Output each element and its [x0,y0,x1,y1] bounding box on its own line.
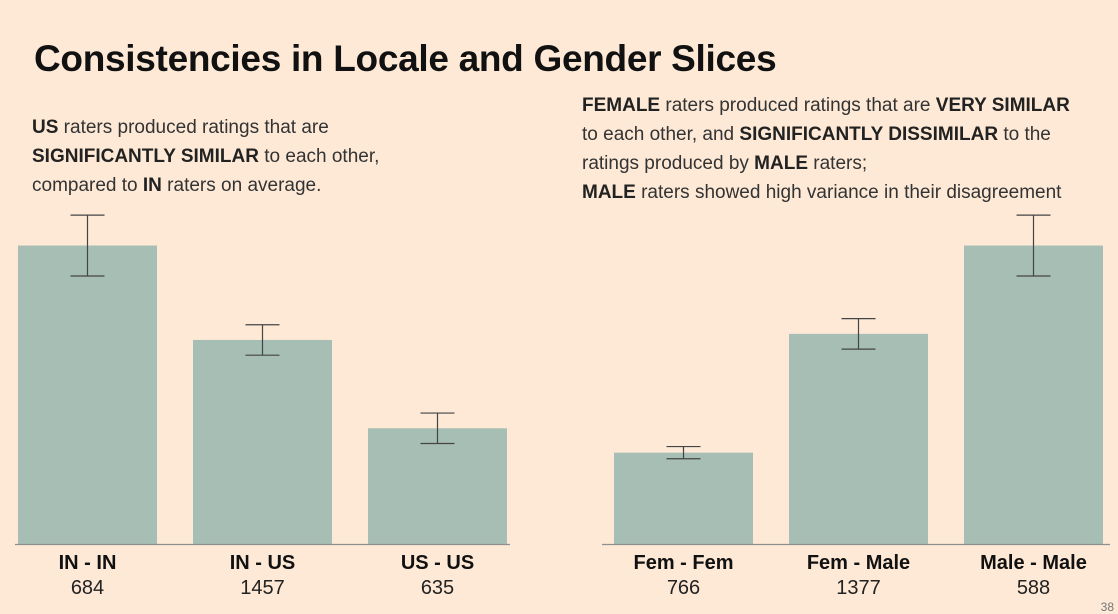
caption-text: raters produced ratings that are [660,95,936,116]
count-label: 684 [71,577,104,599]
caption-text: raters produced ratings that are [58,117,329,138]
caption-line: MALE raters showed high variance in thei… [582,178,1070,207]
slide-number: 38 [1100,600,1114,614]
category-label: US - US [401,552,474,574]
caption-text: raters on average. [161,175,322,196]
category-label: Fem - Male [807,552,910,574]
caption-emphasis: MALE [582,182,636,203]
caption-line: US raters produced ratings that are [32,113,379,142]
bar [789,333,928,544]
count-label: 635 [421,577,454,599]
caption-text: to each other, [258,146,380,167]
caption-emphasis: VERY SIMILAR [935,95,1070,116]
caption-text: raters; [808,153,868,174]
count-label: 588 [1017,577,1050,599]
caption-emphasis: IN [142,175,162,196]
category-label: IN - US [230,552,296,574]
caption-text: to the [998,124,1051,145]
caption-line: SIGNIFICANTLY SIMILAR to each other, [32,142,379,171]
category-label: Fem - Fem [633,552,733,574]
caption-emphasis: SIGNIFICANTLY DISSIMILAR [739,124,999,145]
caption-locale: US raters produced ratings that are SIGNI… [32,113,379,200]
bar [18,245,157,544]
bar [964,245,1103,544]
count-label: 1377 [836,577,881,599]
caption-gender: FEMALE raters produced ratings that are … [582,91,1070,207]
bar [193,339,332,544]
category-label: Male - Male [980,552,1087,574]
count-label: 766 [667,577,700,599]
caption-line: compared to IN raters on average. [32,171,379,200]
caption-emphasis: SIGNIFICANTLY SIMILAR [32,146,259,167]
caption-text: raters showed high variance in their dis… [635,182,1062,203]
caption-emphasis: US [32,117,59,138]
bar [614,452,753,544]
category-label: IN - IN [59,552,117,574]
caption-text: to each other, and [582,124,740,145]
count-label: 1457 [240,577,285,599]
slide-title: Consistencies in Locale and Gender Slice… [34,38,777,79]
caption-emphasis: FEMALE [582,95,661,116]
bar [368,428,507,544]
caption-emphasis: MALE [754,153,808,174]
caption-line: ratings produced by MALE raters; [582,149,1070,178]
caption-line: FEMALE raters produced ratings that are … [582,91,1070,120]
caption-text: compared to [32,175,143,196]
caption-text: ratings produced by [582,153,755,174]
caption-line: to each other, and SIGNIFICANTLY DISSIMI… [582,120,1070,149]
